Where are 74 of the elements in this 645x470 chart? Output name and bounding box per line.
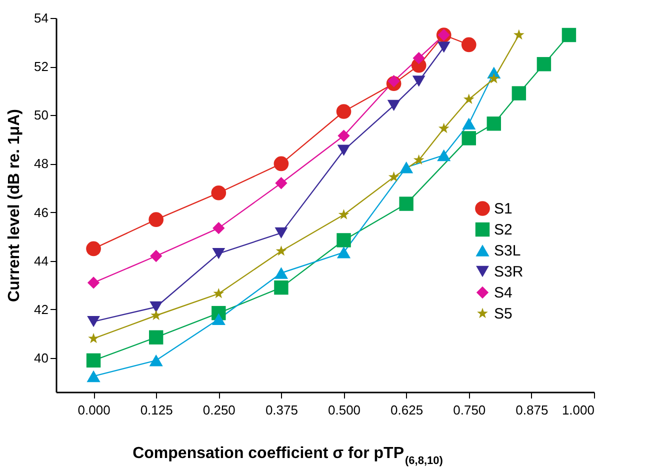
point bbox=[514, 29, 524, 40]
point bbox=[275, 177, 288, 190]
point bbox=[462, 131, 476, 146]
x-tick-label: 0.375 bbox=[265, 402, 298, 418]
point bbox=[562, 28, 576, 42]
point bbox=[336, 246, 351, 258]
point bbox=[399, 196, 414, 211]
point bbox=[338, 130, 350, 142]
x-tick-label: 0.750 bbox=[453, 402, 486, 418]
point bbox=[276, 245, 287, 256]
point bbox=[212, 248, 226, 260]
x-tick-label: 1.000 bbox=[562, 402, 594, 418]
point bbox=[274, 227, 288, 239]
point bbox=[212, 313, 226, 326]
point bbox=[413, 154, 424, 165]
point bbox=[437, 42, 450, 53]
x-tick-label: 0.500 bbox=[328, 402, 361, 418]
point bbox=[86, 353, 101, 368]
point bbox=[461, 37, 476, 52]
point bbox=[336, 233, 351, 248]
legend-label: S1 bbox=[494, 200, 512, 218]
point bbox=[437, 149, 451, 162]
legend-label: S5 bbox=[494, 306, 512, 322]
point bbox=[336, 104, 352, 119]
x-tick-label: 0.125 bbox=[140, 402, 173, 418]
point bbox=[148, 212, 164, 227]
y-tick-label: 50 bbox=[34, 108, 48, 123]
point bbox=[536, 57, 552, 72]
y-tick-label: 44 bbox=[34, 253, 48, 268]
point bbox=[149, 354, 163, 366]
point bbox=[388, 75, 400, 88]
legend-label: S3L bbox=[494, 242, 521, 260]
x-tick-label: 0.875 bbox=[516, 402, 548, 418]
point bbox=[488, 73, 500, 84]
point bbox=[400, 161, 414, 174]
point bbox=[86, 370, 100, 382]
y-tick-label: 48 bbox=[34, 156, 48, 172]
y-tick-label: 52 bbox=[34, 59, 48, 74]
x-tick-label: 0.625 bbox=[390, 402, 424, 418]
y-tick-label: 46 bbox=[34, 204, 48, 220]
point bbox=[387, 100, 400, 112]
y-tick-label: 42 bbox=[34, 302, 48, 317]
point bbox=[87, 316, 100, 328]
legend-label: S2 bbox=[494, 222, 512, 238]
point bbox=[150, 250, 162, 262]
point bbox=[87, 276, 100, 289]
point bbox=[148, 330, 164, 344]
point bbox=[211, 185, 226, 200]
point bbox=[412, 76, 426, 87]
point bbox=[213, 288, 224, 298]
point bbox=[274, 280, 288, 295]
point bbox=[150, 301, 163, 313]
point bbox=[388, 171, 400, 182]
point bbox=[274, 156, 289, 172]
point bbox=[86, 241, 101, 256]
y-axis-title: Current level (dB re. 1μA) bbox=[6, 109, 24, 302]
x-tick-label: 0.250 bbox=[202, 402, 236, 418]
point bbox=[212, 222, 225, 234]
point bbox=[337, 144, 350, 156]
y-tick-label: 40 bbox=[34, 350, 48, 366]
point bbox=[512, 86, 526, 100]
point bbox=[274, 267, 288, 279]
point bbox=[412, 52, 425, 64]
point bbox=[438, 122, 450, 134]
point bbox=[486, 116, 502, 131]
point bbox=[338, 209, 350, 220]
legend-label: S4 bbox=[494, 284, 512, 302]
legend-label: S3R bbox=[494, 264, 524, 280]
x-tick-label: 0.000 bbox=[78, 402, 110, 418]
point bbox=[88, 332, 99, 344]
y-tick-label: 54 bbox=[34, 10, 48, 26]
point bbox=[463, 94, 474, 104]
point bbox=[150, 310, 162, 320]
point bbox=[462, 118, 476, 130]
